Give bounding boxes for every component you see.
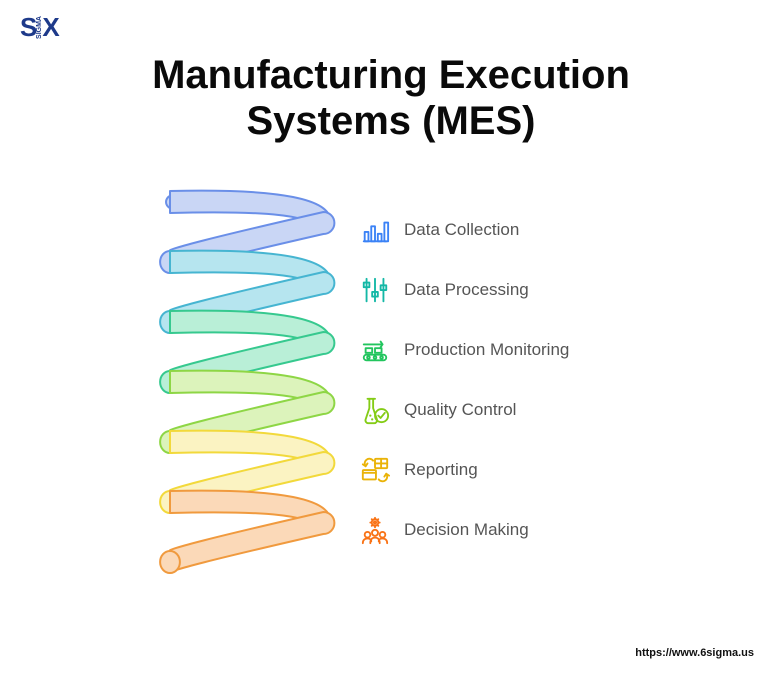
logo: SSIGMAX [20, 12, 59, 43]
list-item: Decision Making [360, 500, 569, 560]
item-label: Data Collection [404, 220, 519, 240]
logo-sigma-text: SIGMA [36, 16, 43, 39]
source-url: https://www.6sigma.us [635, 647, 754, 659]
logo-s: S [20, 12, 36, 43]
test-check-icon [360, 395, 390, 425]
team-gear-icon [360, 515, 390, 545]
report-icon [360, 455, 390, 485]
list-item: Data Collection [360, 200, 569, 260]
main-content: Data Collection Data Processing Producti… [150, 180, 569, 580]
list-item: Data Processing [360, 260, 569, 320]
list-item: Quality Control [360, 380, 569, 440]
logo-x: X [42, 12, 58, 43]
item-label: Decision Making [404, 520, 529, 540]
item-label: Quality Control [404, 400, 516, 420]
conveyor-icon [360, 335, 390, 365]
bar-chart-icon [360, 215, 390, 245]
spiral-diagram [150, 180, 350, 580]
list-item: Production Monitoring [360, 320, 569, 380]
sliders-icon [360, 275, 390, 305]
item-label: Production Monitoring [404, 340, 569, 360]
page-title: Manufacturing Execution Systems (MES) [81, 52, 701, 144]
item-label: Data Processing [404, 280, 529, 300]
items-list: Data Collection Data Processing Producti… [360, 200, 569, 560]
list-item: Reporting [360, 440, 569, 500]
item-label: Reporting [404, 460, 478, 480]
